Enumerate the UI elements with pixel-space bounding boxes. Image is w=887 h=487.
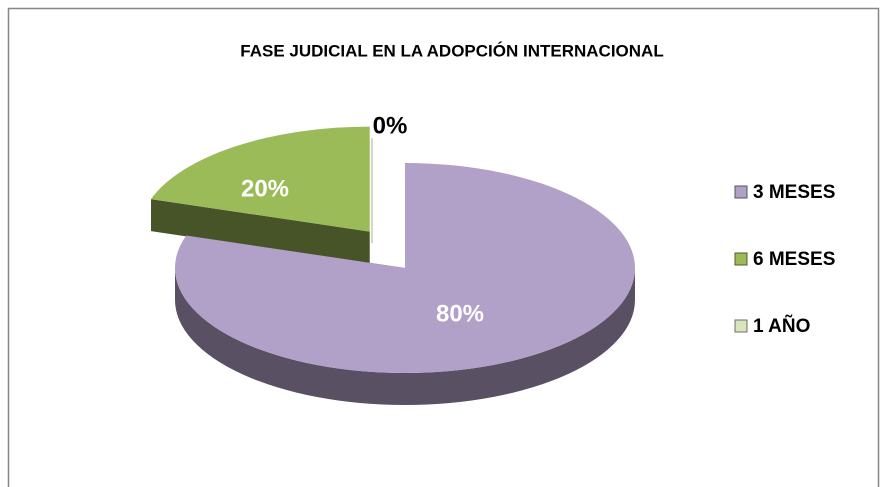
slice (174, 163, 636, 373)
data-label: 20% (241, 175, 289, 202)
chart-border (7, 7, 880, 487)
legend-label: 6 MESES (753, 249, 835, 270)
slice (150, 126, 370, 232)
data-label: 0% (373, 112, 408, 139)
legend-label: 1 AÑO (753, 315, 810, 337)
slice-cut-face (150, 199, 370, 264)
legend-swatch (734, 252, 748, 266)
data-label: 80% (436, 300, 484, 327)
slice-side (175, 268, 635, 405)
chart-title: FASE JUDICIAL EN LA ADOPCIÓN INTERNACION… (240, 41, 663, 60)
pie-tops (150, 126, 636, 373)
legend-label: 3 MESES (753, 182, 835, 203)
legend-swatch (734, 185, 748, 199)
legend-swatch (734, 319, 748, 333)
